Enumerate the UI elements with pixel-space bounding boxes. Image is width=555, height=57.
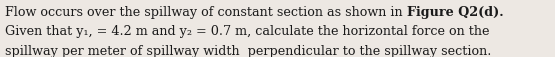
Text: Figure Q2(d).: Figure Q2(d). [407,6,503,19]
Text: Given that y₁, = 4.2 m and y₂ = 0.7 m, calculate the horizontal force on the: Given that y₁, = 4.2 m and y₂ = 0.7 m, c… [5,25,490,38]
Text: Flow occurs over the spillway of constant section as shown in: Flow occurs over the spillway of constan… [5,6,407,19]
Text: spillway per meter of spillway width  perpendicular to the spillway section.: spillway per meter of spillway width per… [5,44,491,57]
